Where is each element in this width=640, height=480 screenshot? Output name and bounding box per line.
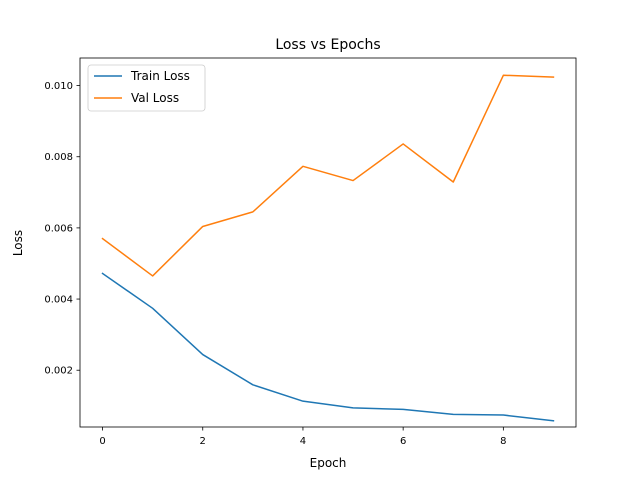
x-axis-ticks: 0 2 4 6 8	[99, 427, 507, 447]
y-tick-label: 0.006	[44, 223, 73, 234]
series-layer	[101, 74, 555, 422]
legend-label-val-loss: Val Loss	[131, 91, 179, 105]
y-tick-label: 0.004	[44, 295, 73, 306]
y-tick-label: 0.008	[44, 152, 73, 163]
x-tick-label: 8	[500, 436, 506, 447]
x-tick-label: 0	[99, 436, 105, 447]
chart-title: Loss vs Epochs	[275, 37, 380, 53]
y-tick-label: 0.002	[44, 366, 73, 377]
x-axis-label: Epoch	[310, 456, 347, 470]
legend: Train Loss Val Loss	[87, 64, 206, 112]
series-line-train-loss	[101, 272, 555, 422]
y-tick-label: 0.010	[44, 81, 73, 92]
axes-frame	[79, 57, 577, 428]
y-axis-label: Loss	[11, 230, 25, 256]
x-tick-label: 4	[300, 436, 306, 447]
x-tick-label: 2	[200, 436, 206, 447]
x-tick-label: 6	[400, 436, 406, 447]
legend-label-train-loss: Train Loss	[130, 69, 190, 83]
series-line-val-loss	[101, 74, 555, 277]
y-axis-ticks: 0.002 0.004 0.006 0.008 0.010	[44, 81, 80, 377]
